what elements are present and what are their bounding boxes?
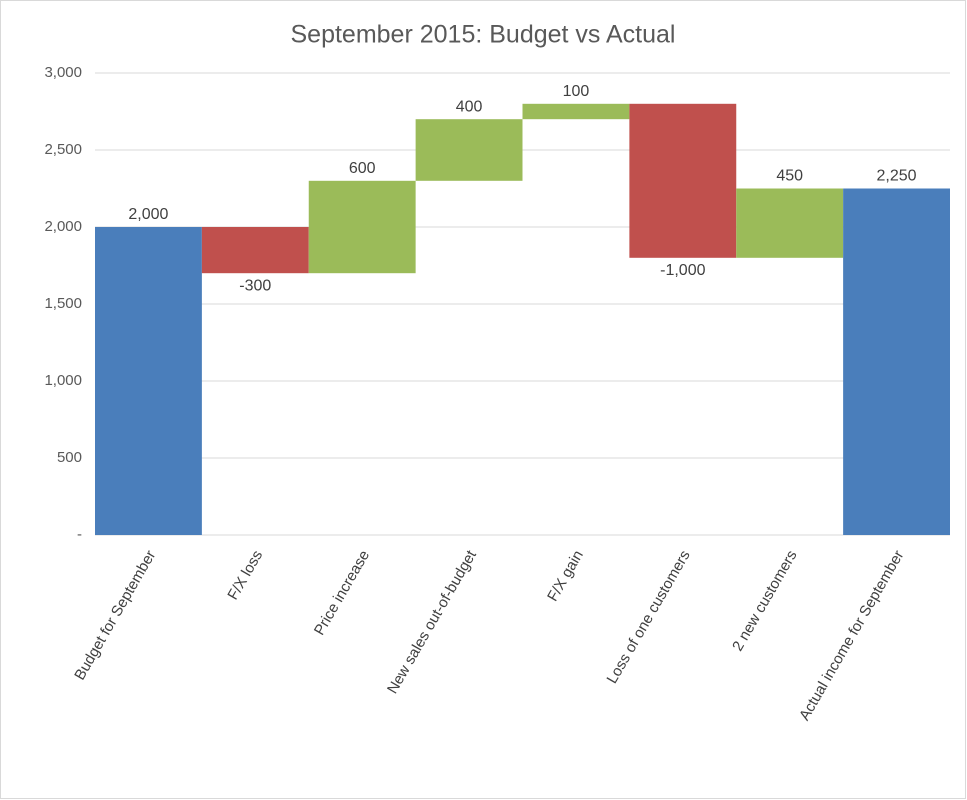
y-tick-label: 1,000	[44, 372, 82, 389]
bar	[522, 103, 630, 120]
y-tick-label: 1,500	[44, 295, 82, 312]
value-label: -1,000	[660, 262, 705, 279]
bar	[308, 180, 416, 274]
bar	[736, 188, 844, 258]
value-label: 100	[563, 83, 590, 100]
bar	[843, 188, 950, 535]
value-label: 2,250	[877, 168, 917, 185]
y-tick-label: 3,000	[44, 64, 82, 81]
y-tick-label: 2,000	[44, 218, 82, 235]
value-label: 2,000	[128, 206, 168, 223]
y-tick-label: -	[77, 526, 82, 543]
chart-title: September 2015: Budget vs Actual	[291, 21, 676, 49]
value-label: -300	[239, 277, 271, 294]
y-tick-label: 2,500	[44, 141, 82, 158]
bar	[415, 119, 523, 181]
value-label: 400	[456, 98, 483, 115]
y-tick-label: 500	[57, 449, 82, 466]
bar	[629, 103, 737, 258]
value-label: 450	[776, 168, 803, 185]
bar	[201, 227, 309, 274]
bar	[95, 227, 202, 535]
value-label: 600	[349, 160, 376, 177]
